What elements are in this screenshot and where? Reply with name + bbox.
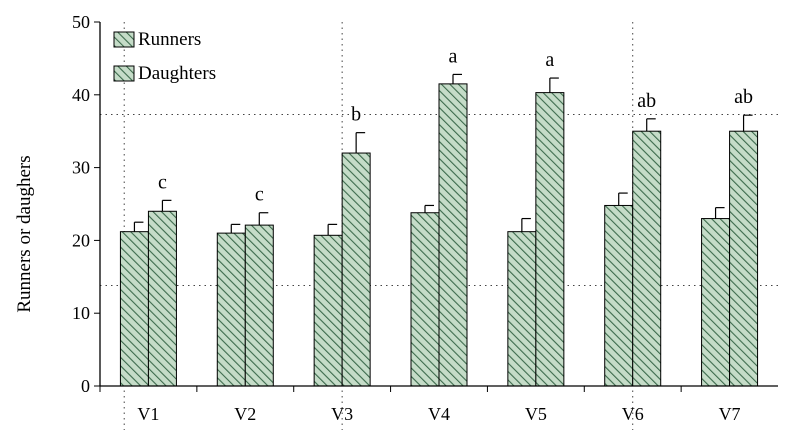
y-axis-label: Runners or daughers [14, 155, 35, 312]
x-tick-label-v6: V6 [622, 404, 644, 424]
bar-daughters-v1 [147, 210, 177, 387]
bar-daughters-v2 [244, 224, 274, 387]
x-tick-label-v3: V3 [331, 404, 353, 424]
annotation-v2: c [255, 184, 264, 206]
y-tick-label-40: 40 [72, 85, 90, 105]
annotation-v1: c [158, 171, 167, 193]
y-tick-label-0: 0 [81, 376, 90, 396]
x-tick-label-v7: V7 [719, 404, 741, 424]
annotation-v6: ab [637, 90, 656, 112]
bar-runners-v1 [119, 231, 149, 387]
bar-daughters-v5 [535, 92, 565, 387]
bar-runners-v4 [410, 212, 440, 387]
bar-daughters-v3 [341, 152, 371, 387]
y-tick-label-30: 30 [72, 158, 90, 178]
legend-label-runners: Runners [138, 29, 201, 50]
legend: Runners Daughters [113, 29, 216, 84]
y-tick-label-10: 10 [72, 303, 90, 323]
legend-label-daughters: Daughters [138, 63, 216, 84]
axes [94, 21, 778, 392]
bar-runners-v7 [701, 218, 731, 387]
bar-runners-v6 [604, 204, 634, 387]
x-tick-label-v5: V5 [525, 404, 547, 424]
annotation-v3: b [351, 104, 361, 126]
bar-runners-v3 [313, 234, 343, 387]
bar-daughters-v6 [632, 130, 662, 387]
bar-daughters-v4 [438, 83, 468, 387]
annotation-v7: ab [734, 86, 753, 108]
bar-runners-v5 [507, 231, 537, 387]
bar-runners-v2 [216, 232, 246, 387]
x-tick-label-v4: V4 [428, 404, 450, 424]
error-bars-group [133, 73, 753, 236]
legend-swatch-runners [113, 31, 135, 48]
legend-swatch-daughters [113, 65, 135, 82]
bars-group [119, 83, 759, 387]
annotation-v5: a [545, 49, 554, 71]
x-tick-label-v2: V2 [234, 404, 256, 424]
y-tick-label-50: 50 [72, 12, 90, 32]
bar-daughters-v7 [729, 130, 759, 387]
annotation-v4: a [449, 45, 458, 67]
y-tick-label-20: 20 [72, 230, 90, 250]
x-tick-label-v1: V1 [137, 404, 159, 424]
labels-group: c V1 c V2 b V3 a V4 a V5 ab V6 ab V7 0 10 20 30 40 50 Runner… [14, 12, 753, 424]
